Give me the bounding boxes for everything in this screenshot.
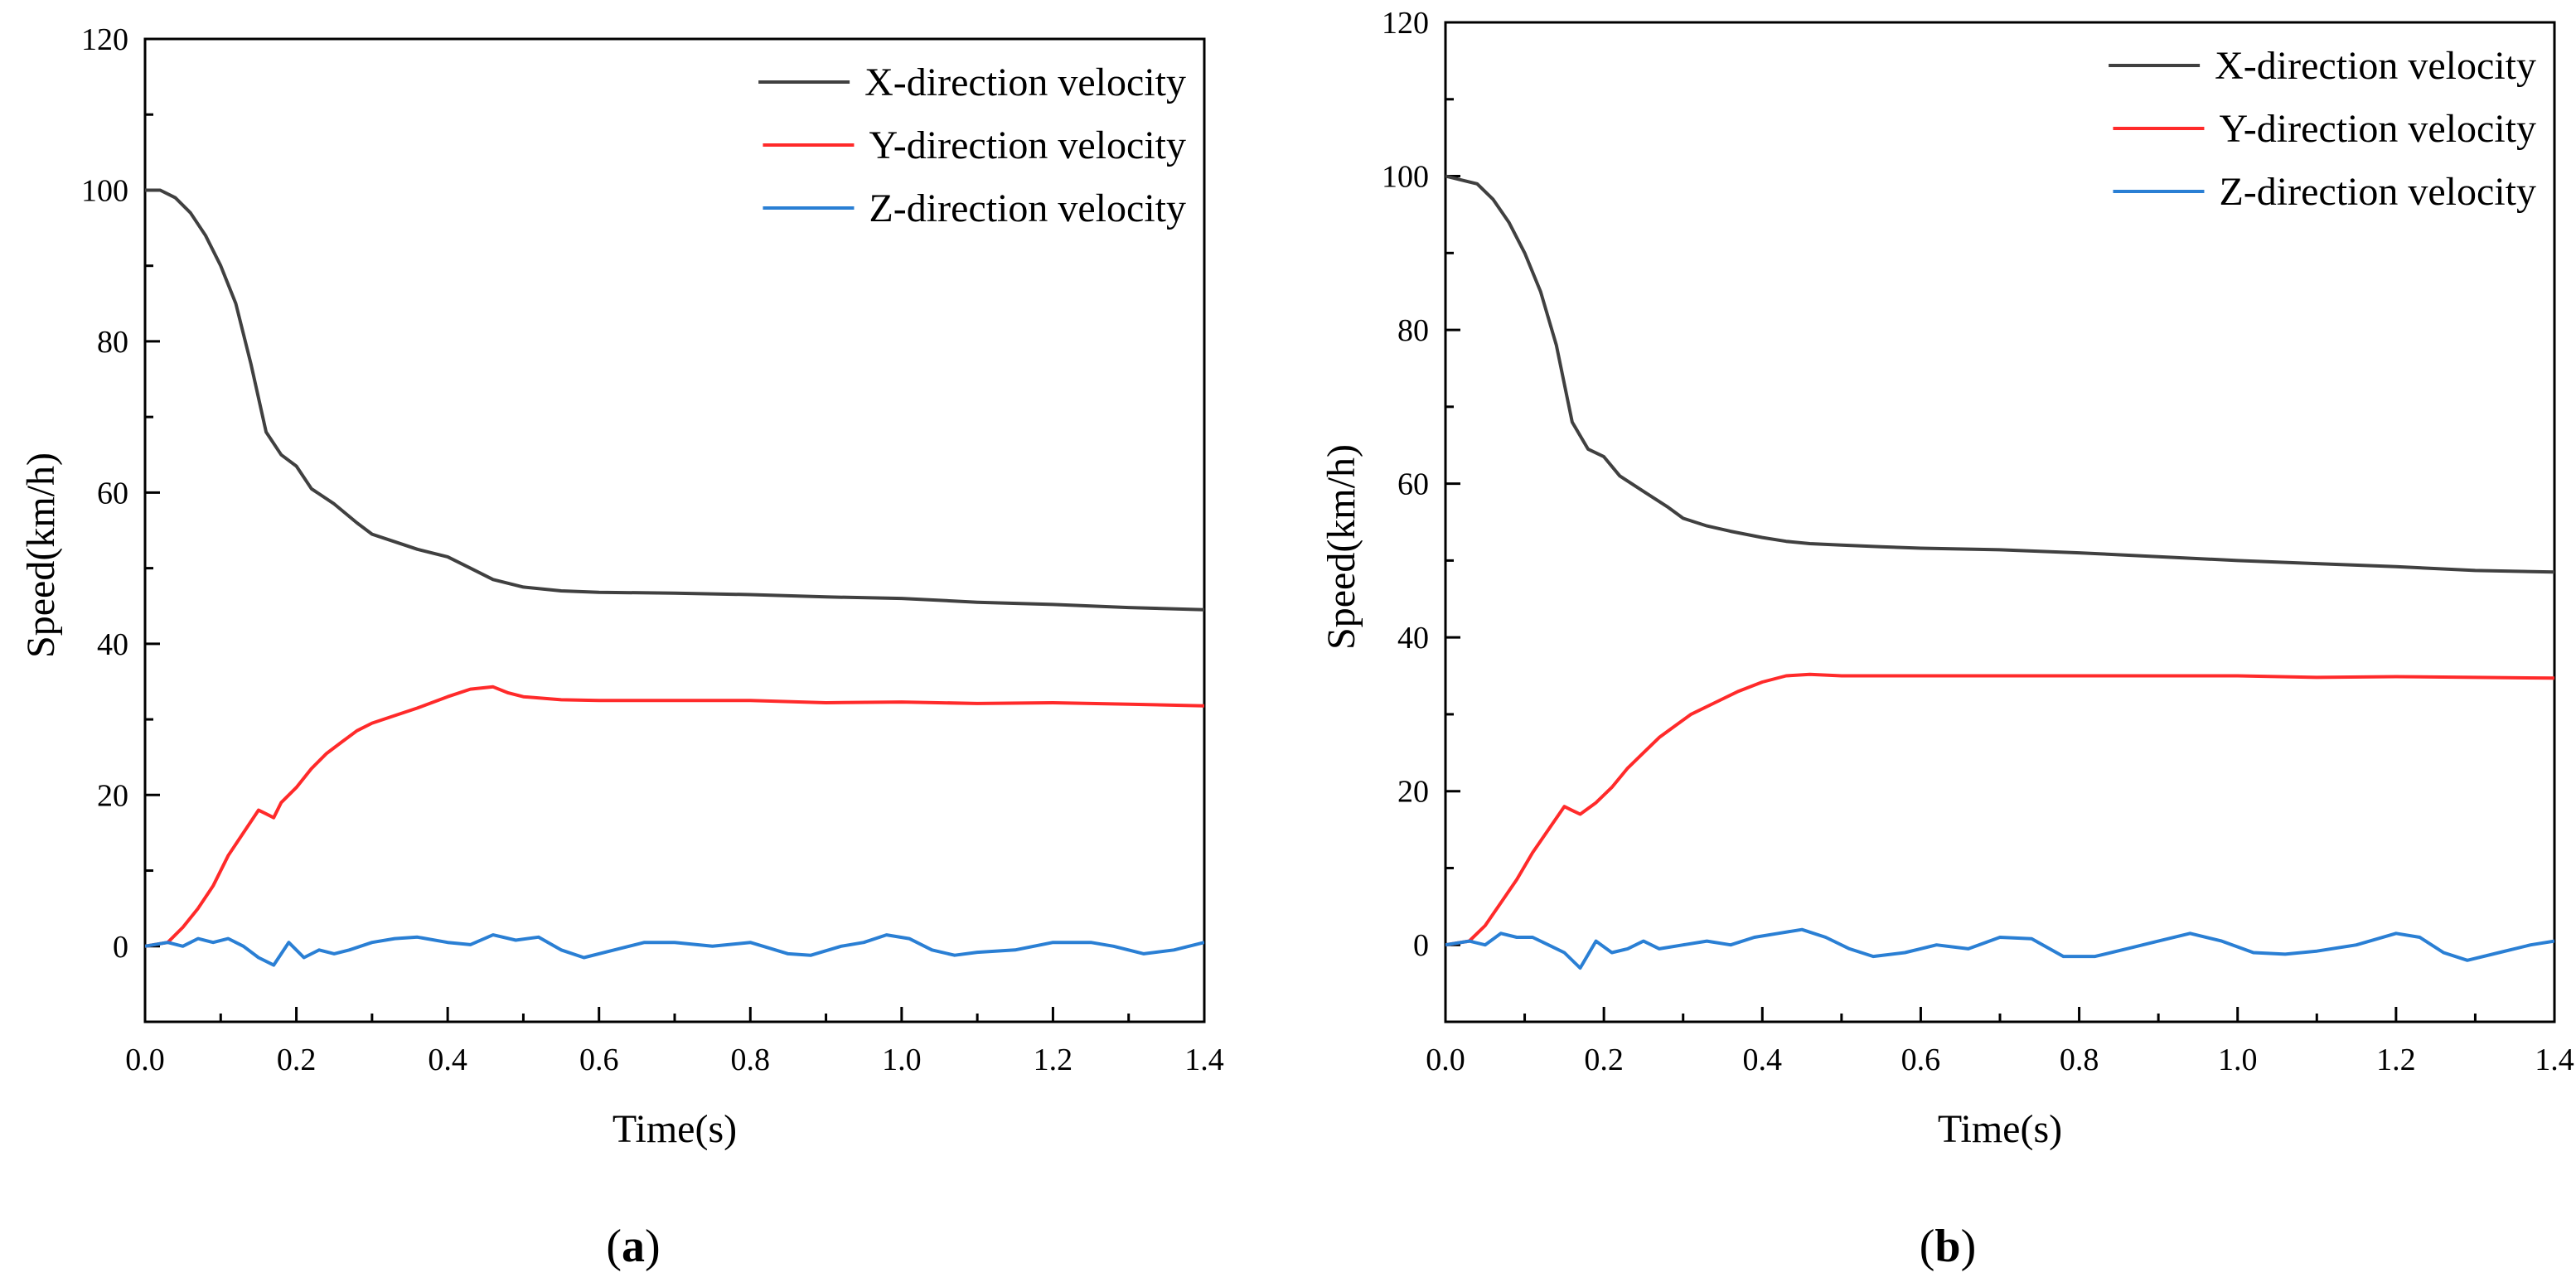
panel-label: (a) [606, 1221, 660, 1272]
legend-label-x: X-direction velocity [2215, 44, 2536, 88]
y-tick-label: 60 [97, 476, 128, 510]
panel-label: (b) [1920, 1221, 1976, 1272]
series-line-x [145, 188, 1204, 612]
x-axis-title: Time(s) [613, 1107, 737, 1151]
x-tick-label: 0.4 [1743, 1043, 1783, 1077]
x-tick-label: 0.8 [2060, 1043, 2099, 1077]
legend-label-z: Z-direction velocity [869, 186, 1186, 230]
x-tick-label: 0.4 [428, 1043, 467, 1077]
y-tick-label: 0 [1413, 928, 1429, 963]
chart-panel-a: 0.0 0.2 0.4 0.6 0.8 1.0 1.2 1.4 0 20 40 60 80 100 120 T… [19, 22, 1224, 1272]
chart-panel-b: 0.0 0.2 0.4 0.6 0.8 1.0 1.2 1.4 0 20 40 60 80 100 120 T… [1319, 6, 2574, 1272]
x-tick-label: 0.8 [731, 1043, 771, 1077]
y-tick-label: 80 [97, 325, 128, 360]
x-tick-label: 0.0 [125, 1043, 165, 1077]
series-line-x [1445, 174, 2554, 574]
y-tick-label: 20 [1397, 775, 1429, 810]
series-line-y [1445, 672, 2554, 947]
x-tick-label: 1.2 [1034, 1043, 1073, 1077]
series-line-z [1445, 927, 2554, 970]
y-tick-label: 60 [1397, 467, 1429, 502]
x-tick-label: 0.6 [579, 1043, 619, 1077]
x-tick-label: 0.6 [1901, 1043, 1941, 1077]
y-tick-label: 120 [81, 22, 128, 57]
series-line-y [145, 685, 1204, 948]
x-tick-label: 1.0 [2218, 1043, 2258, 1077]
x-tick-label: 1.0 [882, 1043, 922, 1077]
y-tick-label: 0 [113, 930, 128, 965]
x-tick-label: 0.0 [1426, 1043, 1465, 1077]
x-tick-label: 1.2 [2376, 1043, 2416, 1077]
x-tick-label: 0.2 [277, 1043, 317, 1077]
y-axis-title: Speed(km/h) [1319, 444, 1363, 650]
legend-label-y: Y-direction velocity [2219, 107, 2536, 151]
series-line-z [145, 933, 1204, 967]
legend-label-x: X-direction velocity [864, 60, 1186, 104]
x-axis-title: Time(s) [1938, 1107, 2062, 1151]
legend-label-z: Z-direction velocity [2219, 170, 2536, 214]
y-tick-label: 100 [81, 173, 128, 208]
legend-label-y: Y-direction velocity [869, 123, 1186, 167]
x-tick-label: 1.4 [2535, 1043, 2574, 1077]
x-tick-label: 1.4 [1184, 1043, 1224, 1077]
y-tick-label: 80 [1397, 313, 1429, 348]
y-tick-label: 120 [1382, 6, 1429, 41]
x-tick-label: 0.2 [1584, 1043, 1624, 1077]
y-tick-label: 20 [97, 778, 128, 813]
y-tick-label: 40 [1397, 621, 1429, 656]
y-axis-title: Speed(km/h) [19, 452, 63, 658]
y-tick-label: 40 [97, 627, 128, 662]
y-tick-label: 100 [1382, 160, 1429, 195]
